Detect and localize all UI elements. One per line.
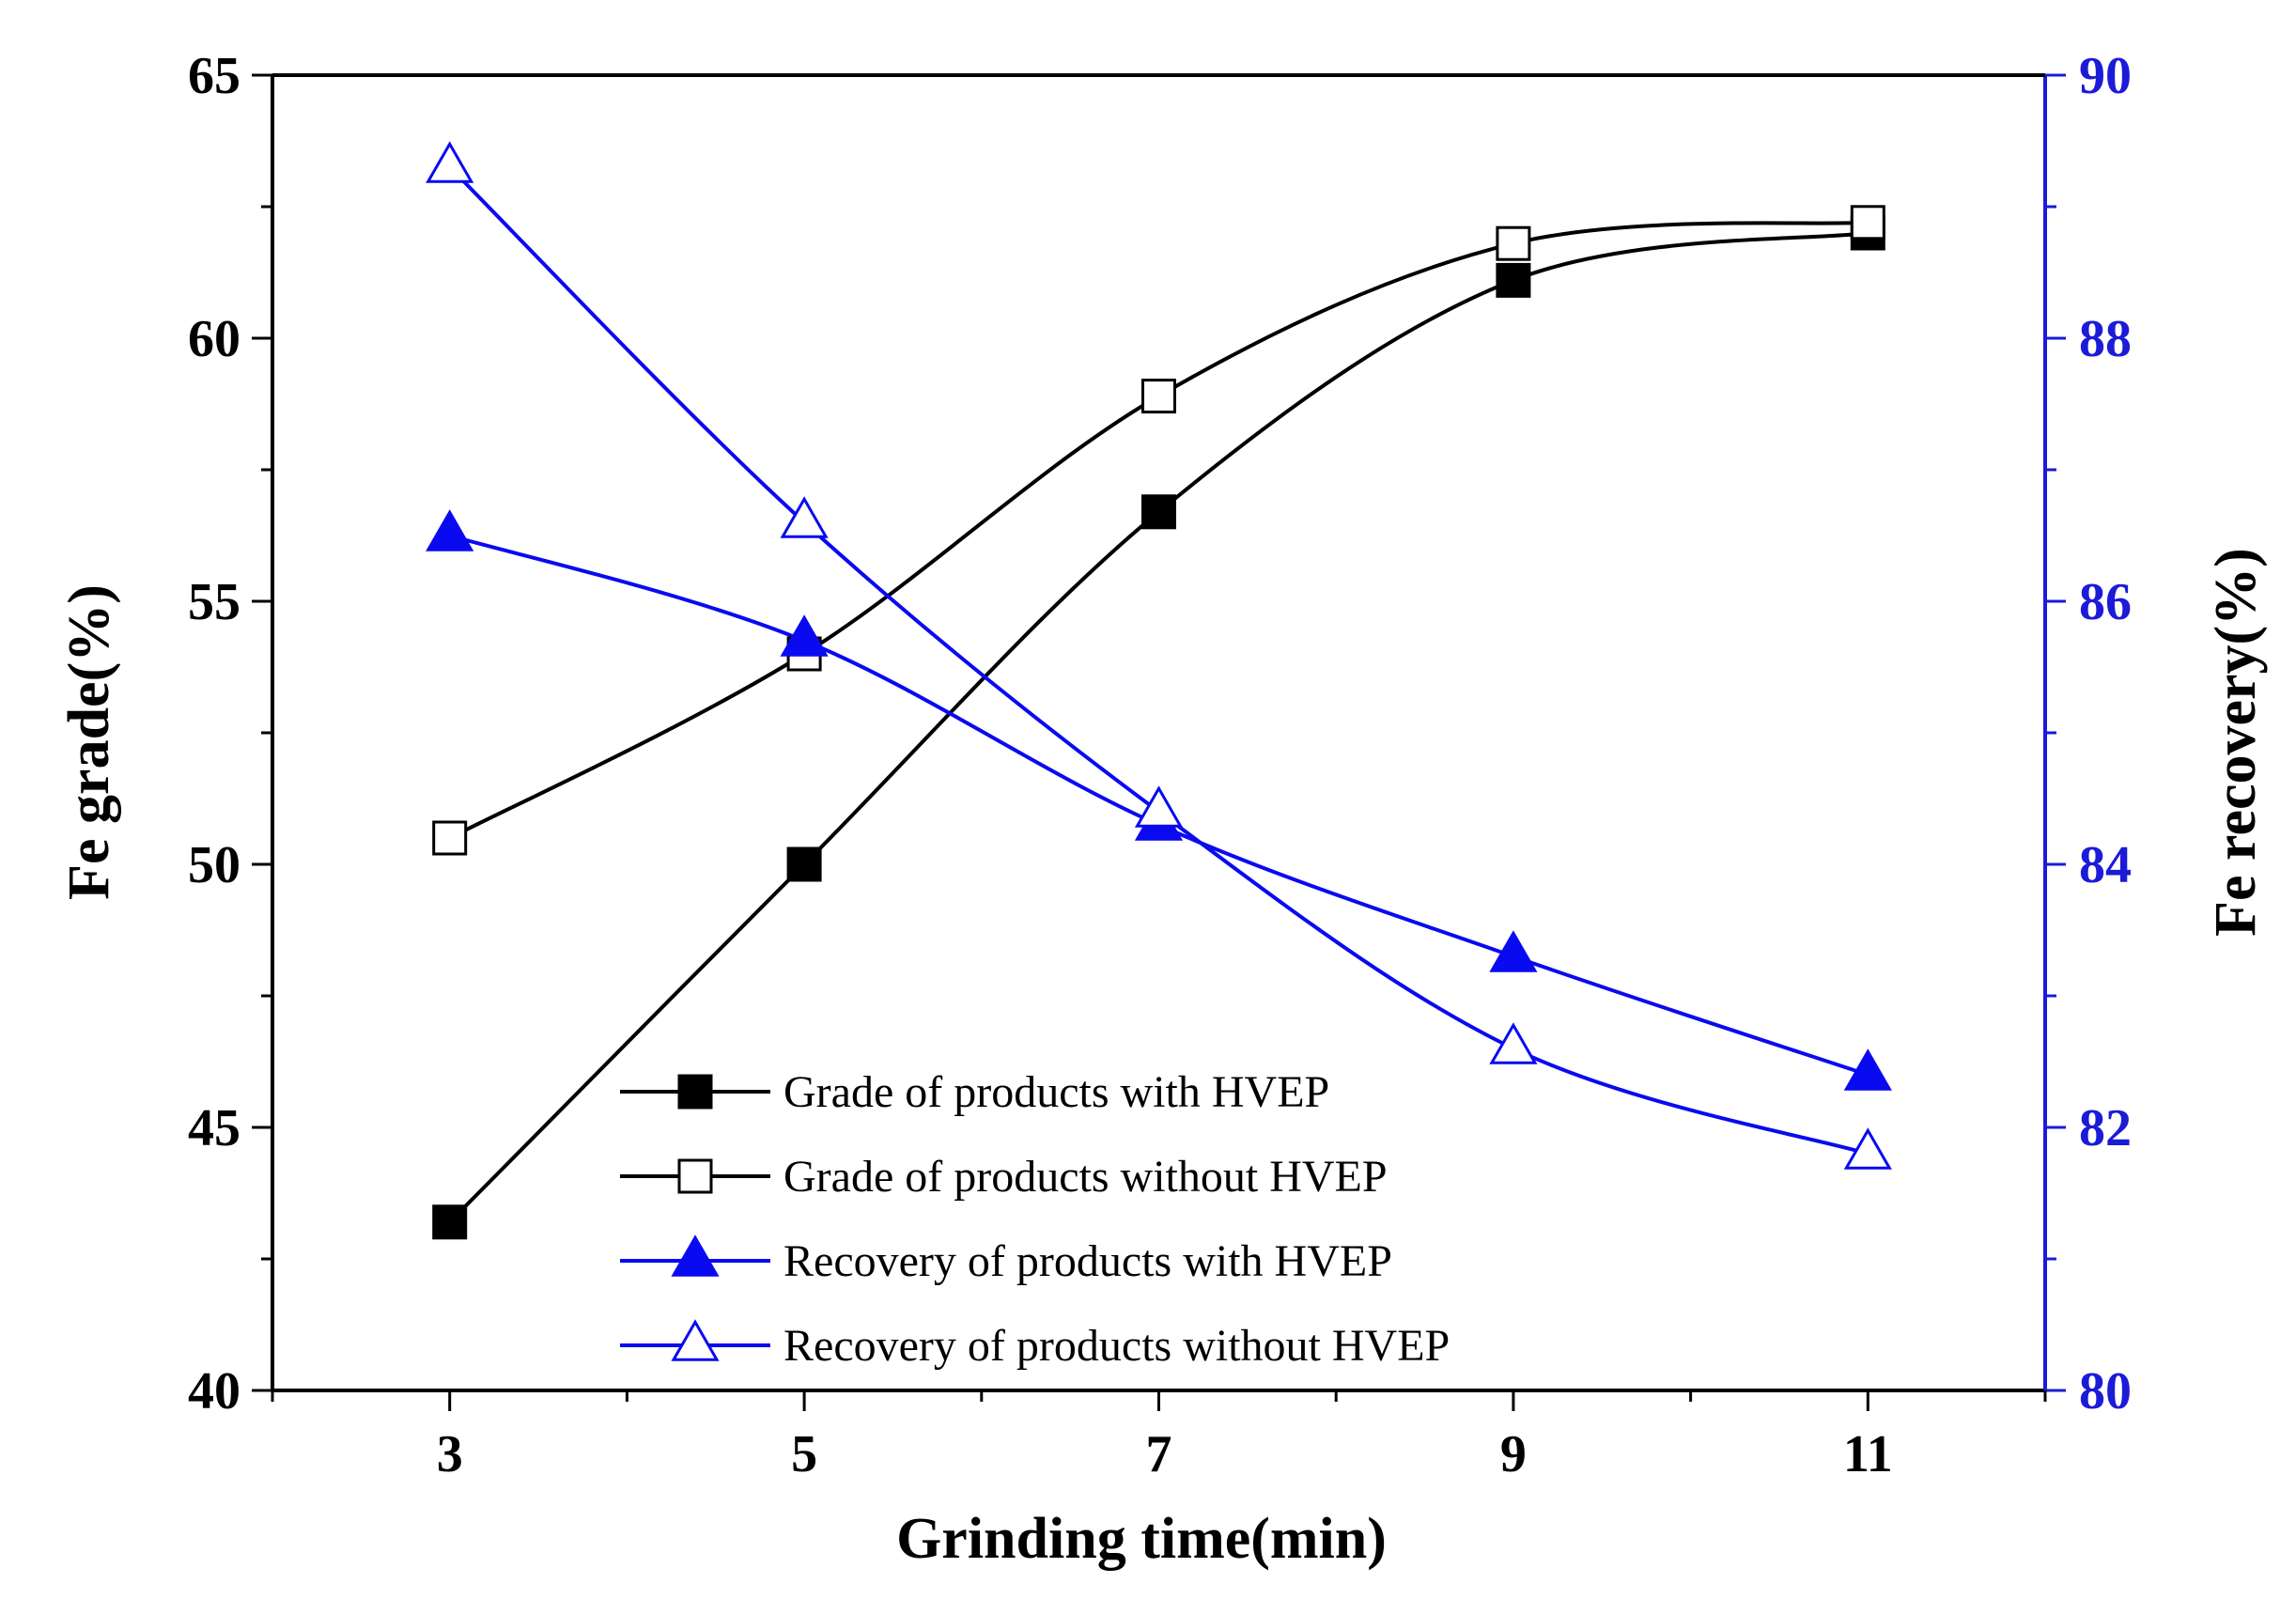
- series-line-4: [448, 165, 1869, 1156]
- y-right-tick-label: 84: [2079, 836, 2132, 894]
- legend-label: Grade of products without HVEP: [783, 1152, 1388, 1202]
- y-left-tick-label: 65: [188, 47, 240, 105]
- ticks: 40 45 50 55 60 65 80 82 84 86 88 90 3 5 7 9 11: [188, 47, 2132, 1483]
- series-1-point: [1141, 494, 1176, 530]
- legend-label: Recovery of products with HVEP: [783, 1236, 1392, 1286]
- y-right-tick-label: 80: [2079, 1362, 2132, 1420]
- series-1-point: [1496, 262, 1531, 298]
- y-right-tick-label: 88: [2079, 310, 2132, 368]
- series-4-point: [426, 141, 474, 183]
- legend-marker: [677, 1074, 713, 1110]
- series-2-point: [432, 820, 468, 856]
- series-2-point: [1496, 225, 1531, 261]
- legend-marker: [677, 1158, 713, 1194]
- series-1-point: [786, 846, 822, 882]
- series-3-point: [1489, 930, 1538, 972]
- series-2-point: [1850, 205, 1885, 241]
- legend-label: Grade of products with HVEP: [783, 1067, 1329, 1117]
- x-tick-label: 11: [1843, 1425, 1893, 1483]
- series-3-point: [780, 614, 829, 657]
- x-tick-label: 9: [1500, 1425, 1527, 1483]
- series-1-point: [432, 1204, 468, 1240]
- legend-label: Recovery of products without HVEP: [783, 1321, 1450, 1371]
- y-left-tick-label: 55: [188, 573, 240, 631]
- series-4-point: [1134, 785, 1184, 828]
- y-left-tick-label: 50: [188, 836, 240, 894]
- y-right-tick-label: 90: [2079, 47, 2132, 105]
- y-right-tick-label: 86: [2079, 573, 2132, 631]
- series-layer: [426, 141, 1892, 1240]
- y-left-tick-label: 40: [188, 1362, 240, 1420]
- series-3-point: [1843, 1048, 1892, 1091]
- y-left-tick-label: 45: [188, 1099, 240, 1157]
- series-4-point: [1843, 1127, 1892, 1170]
- x-axis-title: Grinding time(min): [896, 1507, 1387, 1571]
- y-axis-left-title: Fe grade(%): [57, 584, 121, 900]
- series-4-point: [1489, 1022, 1538, 1064]
- x-tick-label: 7: [1146, 1425, 1172, 1483]
- series-4-point: [780, 496, 829, 538]
- legend: Grade of products with HVEP Grade of prod…: [620, 1067, 1450, 1371]
- y-axis-right-title: Fe recovery(%): [2204, 548, 2268, 937]
- x-tick-label: 3: [437, 1425, 463, 1483]
- legend-marker: [671, 1234, 720, 1277]
- y-right-tick-label: 82: [2079, 1099, 2132, 1157]
- y-left-tick-label: 60: [188, 310, 240, 368]
- series-2-point: [1141, 379, 1176, 414]
- series-3-point: [426, 509, 474, 551]
- legend-marker: [671, 1319, 720, 1361]
- x-tick-label: 5: [791, 1425, 817, 1483]
- series-line-1: [448, 231, 1869, 1224]
